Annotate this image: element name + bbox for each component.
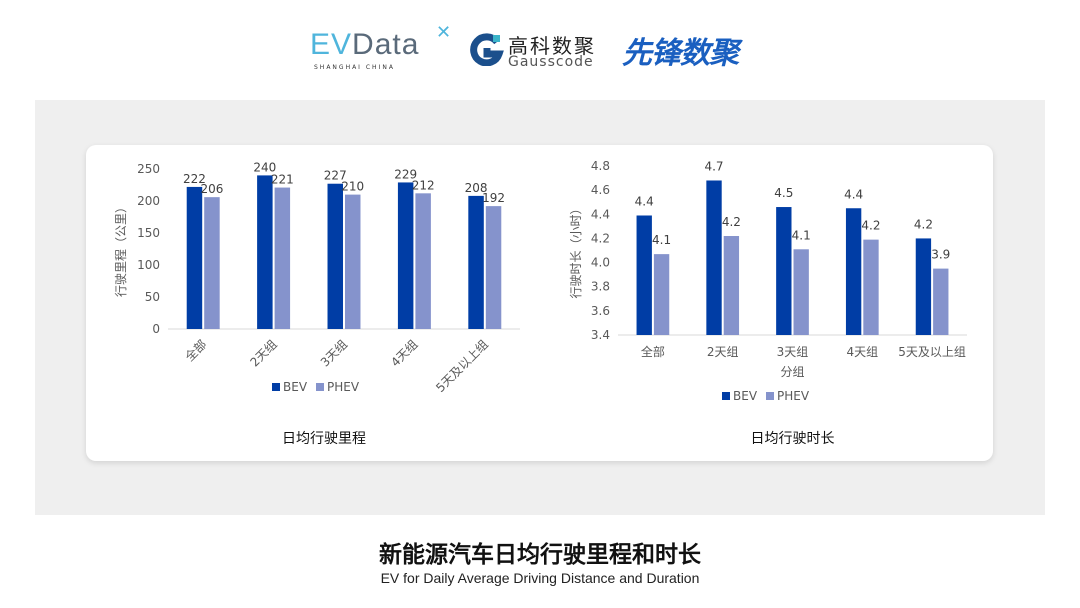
- bar-phev: [274, 187, 291, 329]
- y-tick-label: 100: [137, 258, 160, 272]
- data-label: 4.1: [792, 228, 811, 242]
- y-tick-label: 4.0: [591, 256, 610, 270]
- y-tick-label: 4.2: [591, 231, 610, 245]
- chart-card: [86, 145, 993, 461]
- bar-phev: [793, 249, 809, 335]
- bar-bev: [706, 180, 722, 335]
- bar-bev: [257, 175, 273, 329]
- bar-phev: [653, 254, 670, 335]
- bar-phev: [415, 193, 431, 329]
- data-label: 208: [465, 181, 488, 195]
- x-tick-label: 5天及以上组: [433, 337, 491, 395]
- evdata-logo-sub: SHANGHAI CHINA: [314, 64, 395, 71]
- legend-swatch-phev: [766, 392, 774, 400]
- data-label: 4.2: [722, 215, 741, 229]
- y-tick-label: 200: [137, 194, 160, 208]
- gausscode-logo-name: 高科数聚: [508, 34, 596, 58]
- x-axis-label: 分组: [780, 365, 804, 379]
- legend-swatch-bev: [722, 392, 730, 400]
- bar-bev: [327, 183, 343, 329]
- data-label: 4.2: [914, 217, 933, 231]
- y-tick-label: 3.6: [591, 304, 610, 318]
- chart-title: 日均行驶时长: [751, 431, 835, 447]
- x-tick-label: 3天组: [318, 337, 350, 369]
- bar-bev: [915, 238, 932, 335]
- legend-swatch-phev: [316, 383, 324, 391]
- legend-label: BEV: [733, 389, 758, 403]
- x-tick-label: 3天组: [777, 345, 809, 359]
- data-label: 3.9: [931, 248, 950, 262]
- data-label: 4.7: [704, 159, 723, 173]
- logo-bar: EVData ✕ SHANGHAI CHINA 高科数聚 Gausscode 先…: [0, 22, 1080, 72]
- bar-bev: [468, 195, 484, 329]
- x-tick-label: 2天组: [707, 345, 739, 359]
- x-tick-label: 2天组: [247, 337, 279, 369]
- evdata-logo: EVData: [310, 28, 420, 61]
- data-label: 221: [271, 173, 294, 187]
- data-label: 4.5: [774, 186, 793, 200]
- y-tick-label: 4.8: [591, 159, 610, 173]
- data-label: 4.1: [652, 233, 671, 247]
- bar-phev: [863, 239, 879, 335]
- legend-label: BEV: [283, 380, 308, 394]
- y-tick-label: 4.6: [591, 183, 610, 197]
- gausscode-logo-icon: [470, 33, 504, 66]
- y-tick-label: 4.4: [591, 207, 610, 221]
- evdata-x-icon: ✕: [436, 22, 452, 43]
- bar-phev: [485, 206, 502, 329]
- xianfeng-logo: 先锋数聚: [622, 36, 739, 71]
- bar-bev: [845, 208, 862, 335]
- page-title: 新能源汽车日均行驶里程和时长: [379, 542, 701, 568]
- x-tick-label: 4天组: [846, 345, 878, 359]
- data-label: 229: [394, 167, 417, 181]
- bar-bev: [186, 186, 203, 329]
- y-tick-label: 0: [152, 322, 160, 336]
- bar-bev: [776, 207, 792, 335]
- data-label: 4.4: [635, 194, 654, 208]
- x-tick-label: 全部: [182, 337, 210, 365]
- y-tick-label: 3.8: [591, 280, 610, 294]
- data-label: 227: [324, 169, 347, 183]
- bar-phev: [345, 194, 361, 329]
- bar-phev: [933, 268, 949, 335]
- gausscode-logo-sub: Gausscode: [508, 54, 594, 70]
- legend-label: PHEV: [777, 389, 810, 403]
- y-axis-label: 行驶时长（小时）: [568, 202, 583, 298]
- data-label: 206: [200, 182, 223, 196]
- data-label: 240: [253, 160, 276, 174]
- y-axis-label: 行驶里程（公里）: [113, 201, 128, 297]
- data-label: 210: [341, 180, 364, 194]
- data-label: 192: [482, 191, 505, 205]
- bar-phev: [723, 236, 740, 335]
- y-tick-label: 3.4: [591, 328, 610, 342]
- chart-title: 日均行驶里程: [282, 431, 366, 447]
- legend-swatch-bev: [272, 383, 280, 391]
- data-label: 4.2: [861, 219, 880, 233]
- x-tick-label: 4天组: [388, 337, 420, 369]
- y-tick-label: 150: [137, 226, 160, 240]
- data-label: 4.4: [844, 187, 863, 201]
- y-tick-label: 250: [137, 162, 160, 176]
- page-subtitle: EV for Daily Average Driving Distance an…: [380, 570, 700, 586]
- x-tick-label: 5天及以上组: [898, 345, 966, 359]
- x-tick-label: 全部: [641, 344, 665, 359]
- legend-label: PHEV: [327, 380, 360, 394]
- bar-bev: [636, 215, 652, 335]
- y-tick-label: 50: [145, 290, 160, 304]
- bar-phev: [204, 197, 220, 329]
- bar-bev: [397, 182, 414, 329]
- data-label: 212: [412, 178, 435, 192]
- data-label: 222: [183, 172, 206, 186]
